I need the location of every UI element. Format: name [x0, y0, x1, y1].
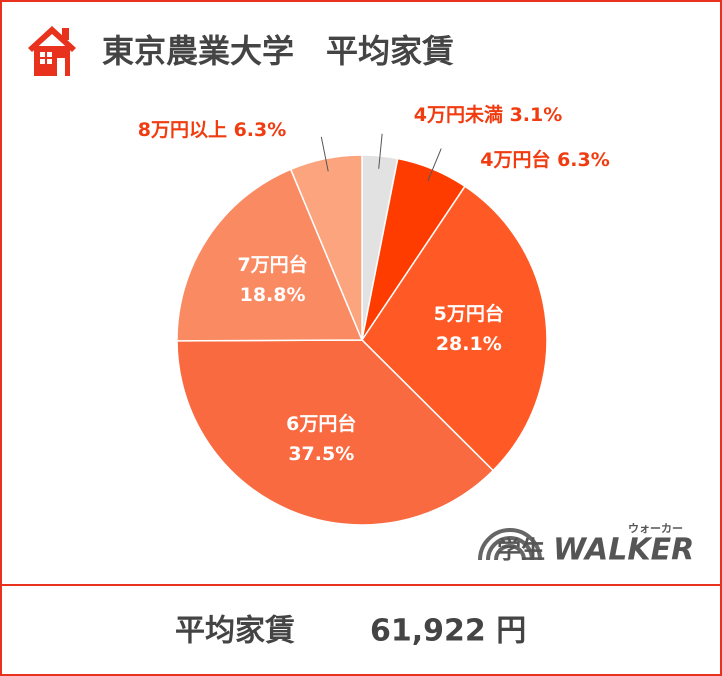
pie: 4万円未満 3.1% 4万円台 6.3% 5万円台 28.1% 6万円台 37.5% 7万円… — [138, 103, 610, 526]
pie-slice — [176, 168, 364, 342]
house-icon — [28, 26, 76, 76]
leader-line — [427, 148, 442, 182]
slice-name: 5万円台 — [434, 302, 504, 325]
logo-brand: WALKER — [553, 533, 694, 568]
slice-value: 18.8% — [240, 284, 306, 306]
slice-value: 37.5% — [288, 443, 354, 465]
slice-name: 6万円台 — [286, 412, 356, 435]
slice-value: 28.1% — [436, 333, 502, 355]
leader-line — [320, 136, 329, 172]
slice-value: 3.1% — [510, 104, 563, 126]
slice-name: 8万円以上 — [138, 119, 227, 141]
footer-label: 平均家賃 — [175, 614, 295, 649]
slice-label: 4万円台 6.3% — [480, 148, 610, 171]
slice-label: 8万円以上 6.3% — [138, 119, 287, 141]
logo-ruby: ウォーカー — [628, 522, 683, 535]
slice-value: 6.3% — [234, 119, 287, 141]
pie-slice — [176, 339, 495, 526]
slice-value: 6.3% — [557, 149, 610, 171]
footer-box — [0, 584, 722, 676]
slice-label: 4万円未満 3.1% — [414, 103, 563, 126]
slice-name: 4万円未満 — [414, 103, 503, 126]
leader-line — [378, 133, 383, 169]
pie-slice — [361, 185, 548, 472]
logo-text: 学生 — [497, 536, 545, 564]
slice-name: 7万円台 — [237, 253, 307, 276]
footer-value: 61,922 円 — [370, 614, 526, 649]
slice-name: 4万円台 — [480, 148, 550, 171]
logo: 学生 WALKER ウォーカー — [478, 522, 694, 568]
chart-title: 東京農業大学 平均家賃 — [102, 32, 454, 70]
